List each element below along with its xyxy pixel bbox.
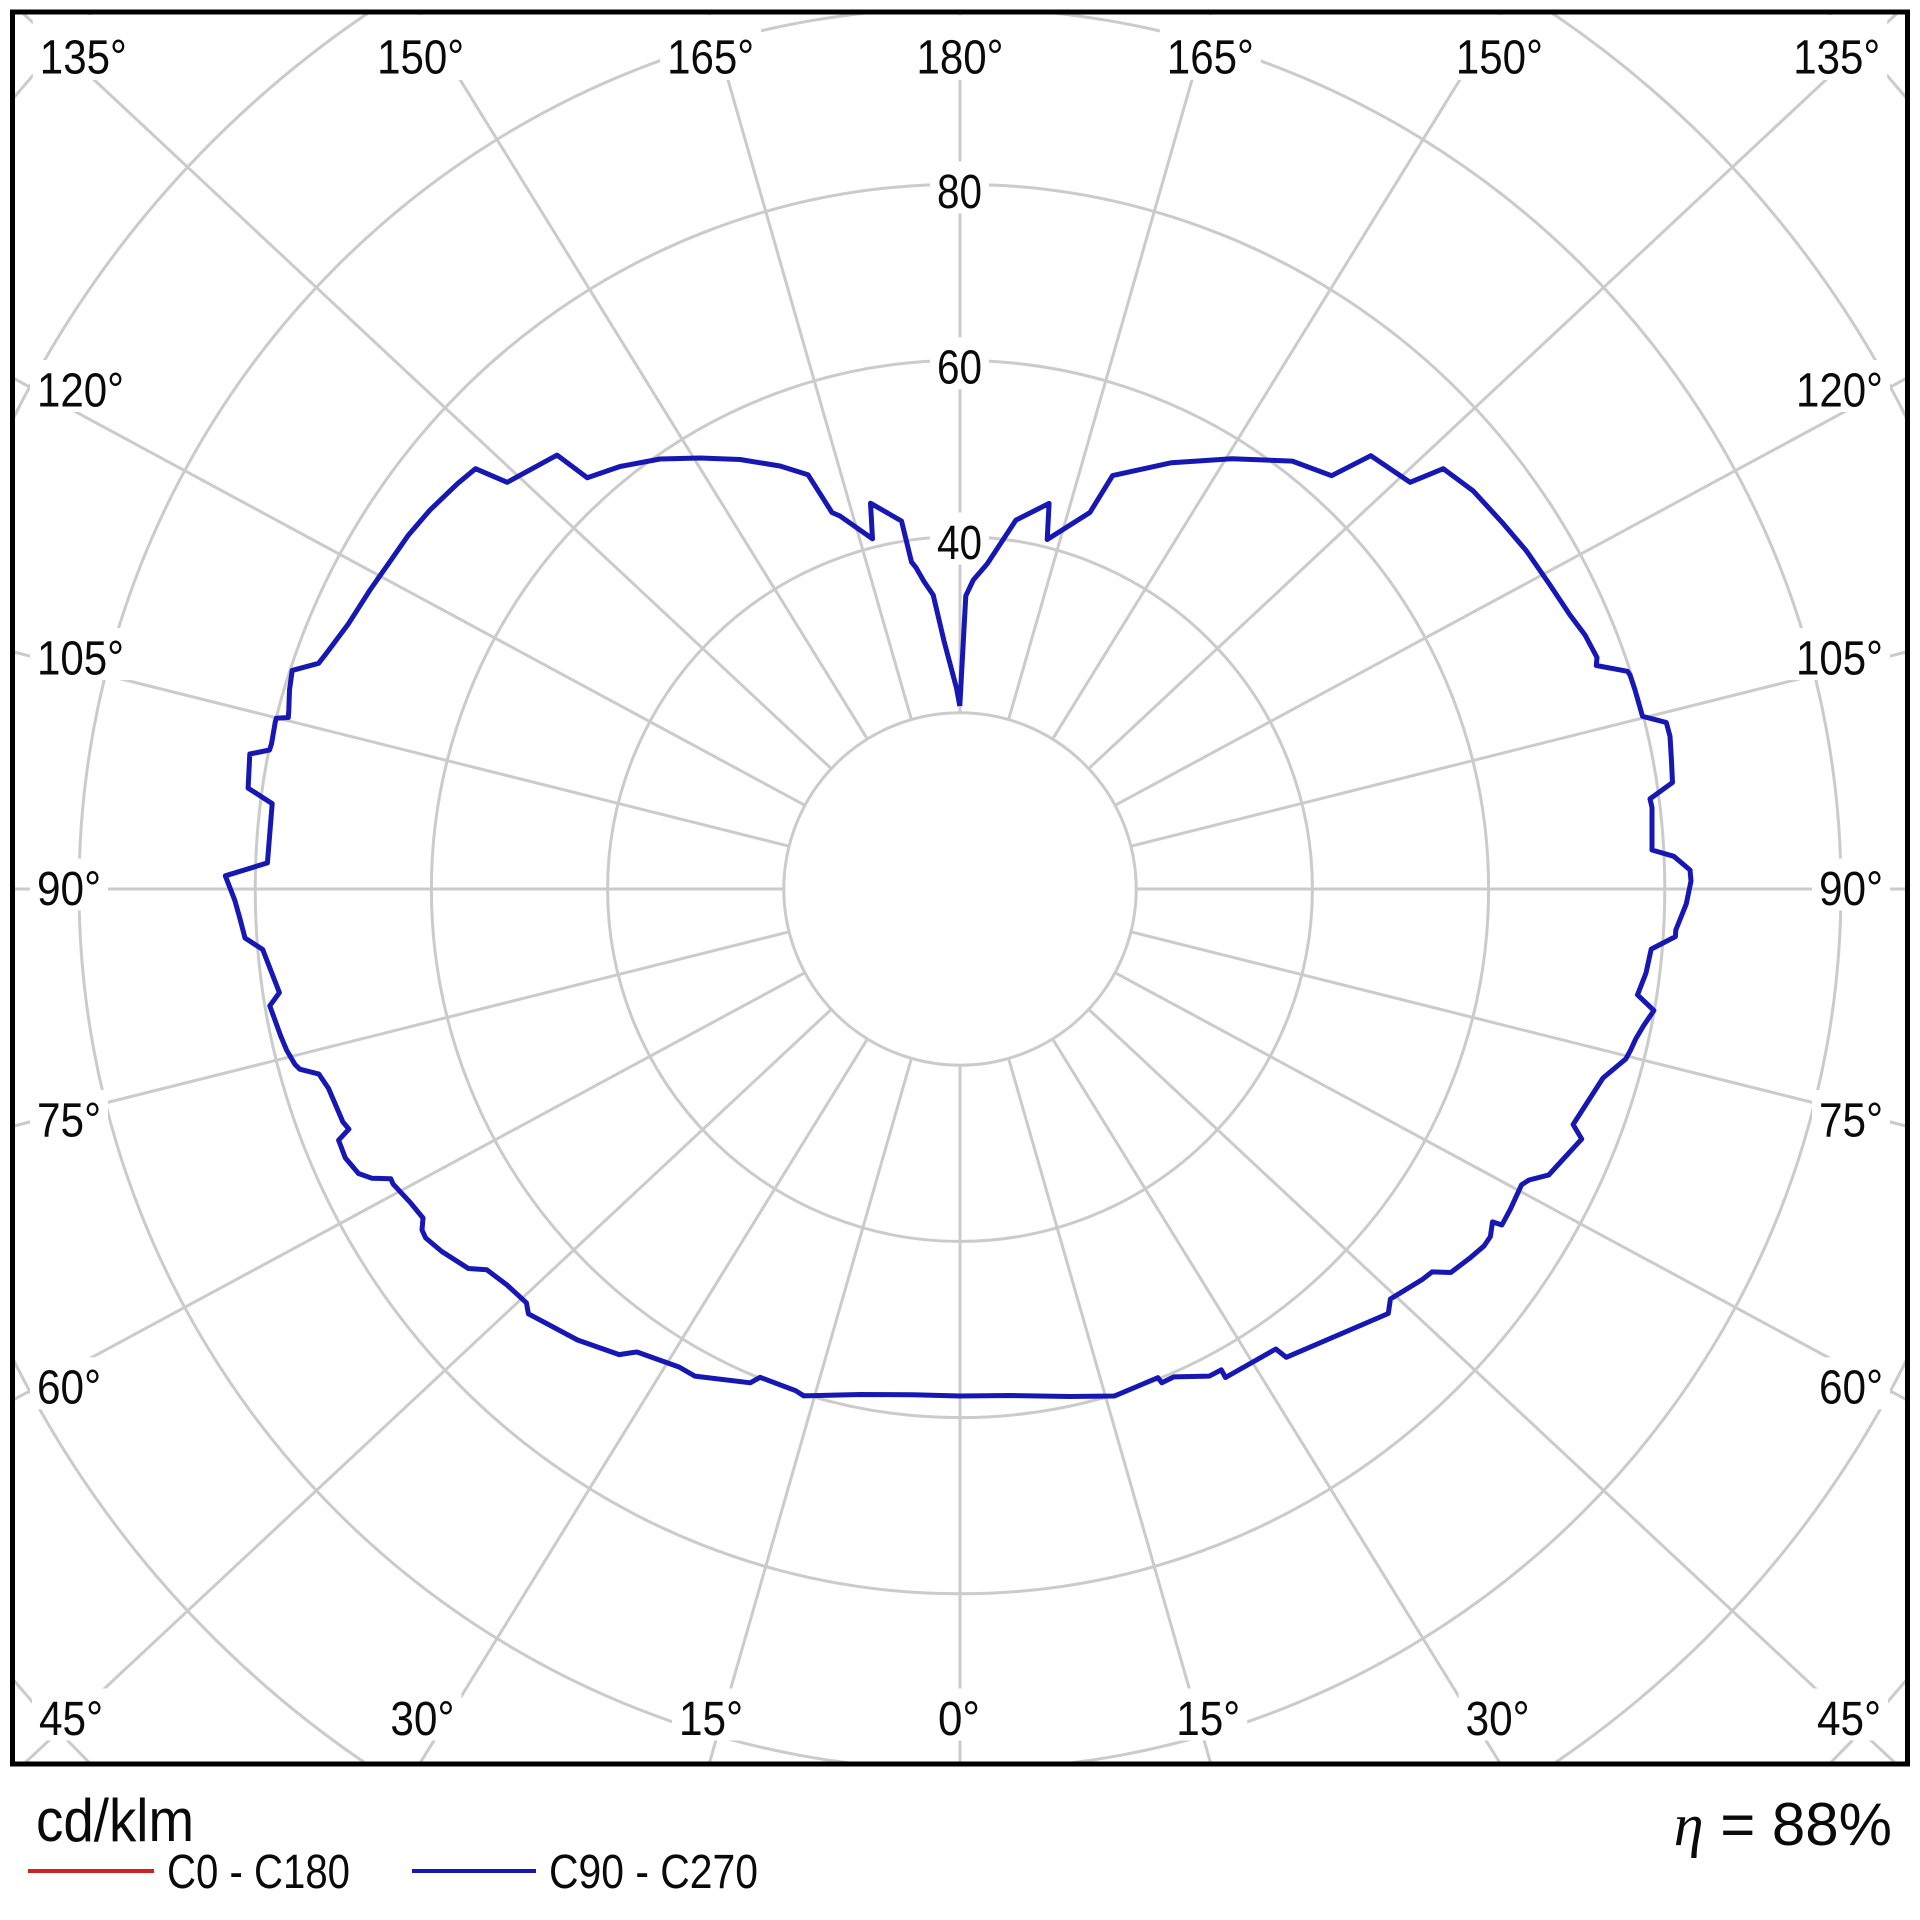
svg-text:135°: 135°	[40, 31, 127, 84]
svg-text:η = 88%: η = 88%	[1674, 1791, 1892, 1858]
svg-text:15°: 15°	[1176, 1693, 1240, 1746]
svg-text:150°: 150°	[377, 31, 464, 84]
svg-text:60°: 60°	[37, 1362, 101, 1415]
svg-text:165°: 165°	[1167, 31, 1254, 84]
svg-text:0°: 0°	[938, 1693, 980, 1746]
svg-text:30°: 30°	[1466, 1693, 1530, 1746]
svg-text:60°: 60°	[1819, 1362, 1883, 1415]
svg-text:C0 - C180: C0 - C180	[167, 1846, 350, 1899]
svg-text:135°: 135°	[1793, 31, 1880, 84]
svg-text:90°: 90°	[1819, 863, 1883, 916]
svg-text:15°: 15°	[679, 1693, 743, 1746]
svg-text:120°: 120°	[37, 364, 124, 417]
svg-text:180°: 180°	[917, 31, 1004, 84]
svg-text:75°: 75°	[37, 1094, 101, 1147]
svg-text:120°: 120°	[1796, 364, 1883, 417]
svg-text:45°: 45°	[39, 1693, 103, 1746]
svg-text:40: 40	[937, 517, 982, 570]
svg-text:75°: 75°	[1819, 1094, 1883, 1147]
svg-text:105°: 105°	[37, 632, 124, 685]
svg-text:C90 - C270: C90 - C270	[549, 1846, 758, 1899]
svg-text:cd/klm: cd/klm	[36, 1787, 194, 1854]
svg-text:150°: 150°	[1456, 31, 1543, 84]
svg-text:105°: 105°	[1796, 632, 1883, 685]
svg-text:80: 80	[937, 166, 982, 219]
svg-text:60: 60	[937, 342, 982, 395]
svg-text:90°: 90°	[37, 863, 101, 916]
svg-text:165°: 165°	[667, 31, 754, 84]
svg-text:45°: 45°	[1817, 1693, 1881, 1746]
svg-text:30°: 30°	[390, 1693, 454, 1746]
